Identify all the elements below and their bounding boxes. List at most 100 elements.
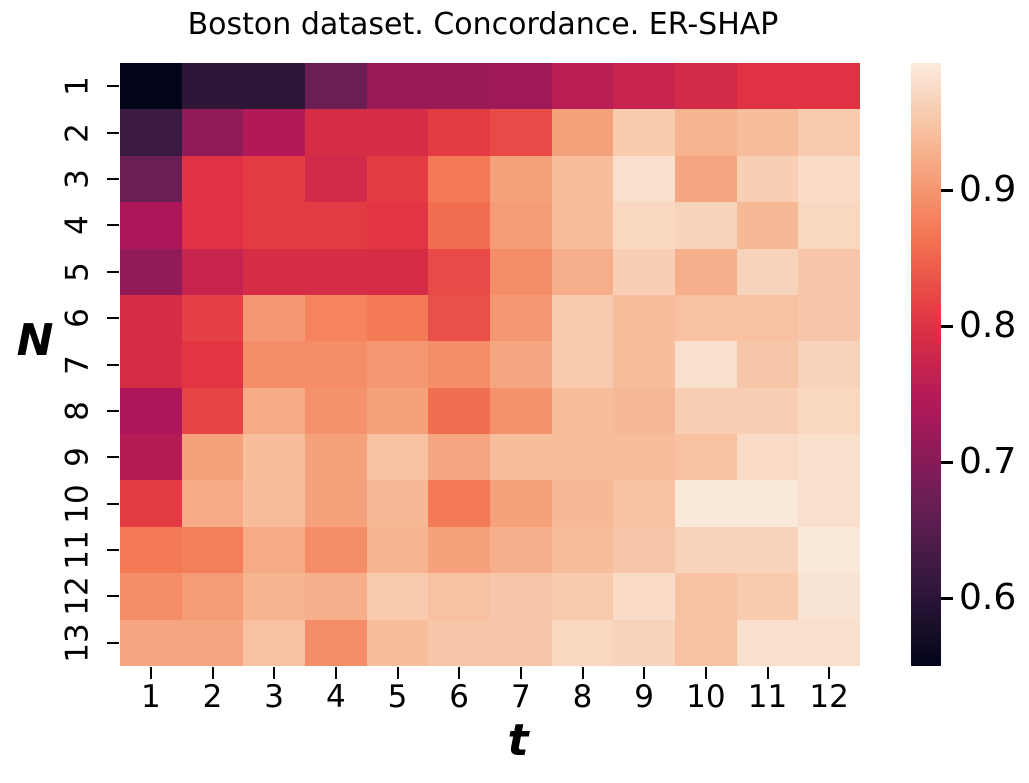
x-tick-label: 3 [264, 679, 285, 715]
heatmap-cell [613, 619, 675, 666]
heatmap-cell [428, 480, 490, 527]
heatmap-cell [428, 63, 490, 110]
heatmap-cell [305, 63, 367, 110]
heatmap-cell [798, 248, 860, 295]
y-tick-label: 8 [59, 401, 96, 421]
heatmap-cell [736, 63, 799, 110]
y-tick-label: 7 [59, 354, 96, 375]
colorbar-tick-mark [941, 189, 953, 192]
heatmap-cell [305, 434, 367, 481]
y-tick-mark [107, 178, 119, 180]
heatmap-cell [181, 155, 244, 203]
heatmap-cell [736, 341, 799, 388]
heatmap-cell [551, 109, 614, 156]
colorbar [911, 63, 941, 666]
heatmap-cell [366, 480, 429, 527]
heatmap-cell [798, 341, 860, 388]
heatmap-cell [120, 248, 182, 295]
heatmap-cell [490, 526, 552, 574]
y-tick-label: 11 [59, 530, 96, 570]
heatmap-cell [675, 480, 737, 527]
x-tick-mark [273, 667, 275, 679]
heatmap-cell [551, 202, 614, 249]
x-tick-label: 11 [747, 679, 788, 715]
heatmap-cell [366, 109, 429, 156]
heatmap-cell [490, 434, 552, 481]
heatmap-cell [613, 387, 675, 435]
y-tick-label: 6 [59, 308, 96, 328]
heatmap-cell [428, 387, 490, 435]
y-tick-mark [107, 317, 119, 319]
heatmap-cell [798, 294, 860, 342]
heatmap-cell [366, 341, 429, 388]
heatmap-cell [798, 434, 860, 481]
heatmap-cell [366, 526, 429, 574]
heatmap-cell [243, 434, 305, 481]
chart-title: Boston dataset. Concordance. ER-SHAP [187, 7, 779, 42]
heatmap-cell [736, 619, 799, 666]
colorbar-tick-label: 0.6 [959, 576, 1017, 618]
x-tick-label: 12 [809, 679, 849, 715]
heatmap-cell [613, 294, 675, 342]
heatmap-cell [120, 202, 182, 249]
heatmap-cell [366, 434, 429, 481]
y-tick-label: 9 [59, 447, 96, 468]
y-tick-label: 12 [59, 576, 96, 617]
y-tick-mark [107, 364, 119, 366]
heatmap-cell [366, 248, 429, 295]
heatmap-cell [181, 480, 244, 527]
heatmap-cell [428, 294, 490, 342]
heatmap-cell [613, 341, 675, 388]
heatmap-cell [366, 63, 429, 110]
heatmap-cell [120, 619, 182, 666]
x-tick-mark [458, 667, 460, 679]
y-tick-mark [107, 456, 119, 458]
x-tick-mark [150, 667, 152, 679]
heatmap-cell [736, 294, 799, 342]
heatmap-cell [798, 480, 860, 527]
heatmap-cell [243, 619, 305, 666]
heatmap-cell [120, 341, 182, 388]
heatmap-cell [613, 202, 675, 249]
heatmap-cell [243, 248, 305, 295]
heatmap-cell [675, 202, 737, 249]
heatmap-cell [120, 480, 182, 527]
heatmap-cell [305, 155, 367, 203]
heatmap-cell [736, 248, 799, 295]
heatmap-cell [181, 387, 244, 435]
x-tick-label: 8 [572, 679, 593, 715]
heatmap-cell [243, 526, 305, 574]
heatmap-cell [428, 341, 490, 388]
heatmap-cell [736, 202, 799, 249]
heatmap-cell [243, 480, 305, 527]
heatmap-cell [736, 480, 799, 527]
heatmap-cell [551, 294, 614, 342]
colorbar-tick-mark [941, 325, 953, 328]
heatmap-cell [120, 109, 182, 156]
heatmap-cell [613, 155, 675, 203]
heatmap-cell [490, 202, 552, 249]
heatmap-cell [675, 155, 737, 203]
heatmap-cell [613, 109, 675, 156]
heatmap-cell [798, 202, 860, 249]
heatmap-cell [490, 619, 552, 666]
heatmap-cell [243, 387, 305, 435]
y-tick-label: 5 [59, 261, 96, 282]
heatmap-cell [305, 387, 367, 435]
heatmap-cell [675, 619, 737, 666]
heatmap-cell [120, 155, 182, 203]
heatmap-cell [551, 526, 614, 574]
heatmap [120, 63, 860, 666]
x-tick-mark [643, 667, 645, 679]
x-tick-label: 9 [634, 679, 655, 715]
y-tick-mark [107, 85, 119, 87]
heatmap-cell [243, 109, 305, 156]
heatmap-cell [490, 294, 552, 342]
heatmap-cell [736, 573, 799, 620]
y-tick-mark [107, 132, 119, 134]
heatmap-cell [551, 155, 614, 203]
y-tick-mark [107, 595, 119, 597]
heatmap-cell [675, 341, 737, 388]
heatmap-cell [675, 248, 737, 295]
